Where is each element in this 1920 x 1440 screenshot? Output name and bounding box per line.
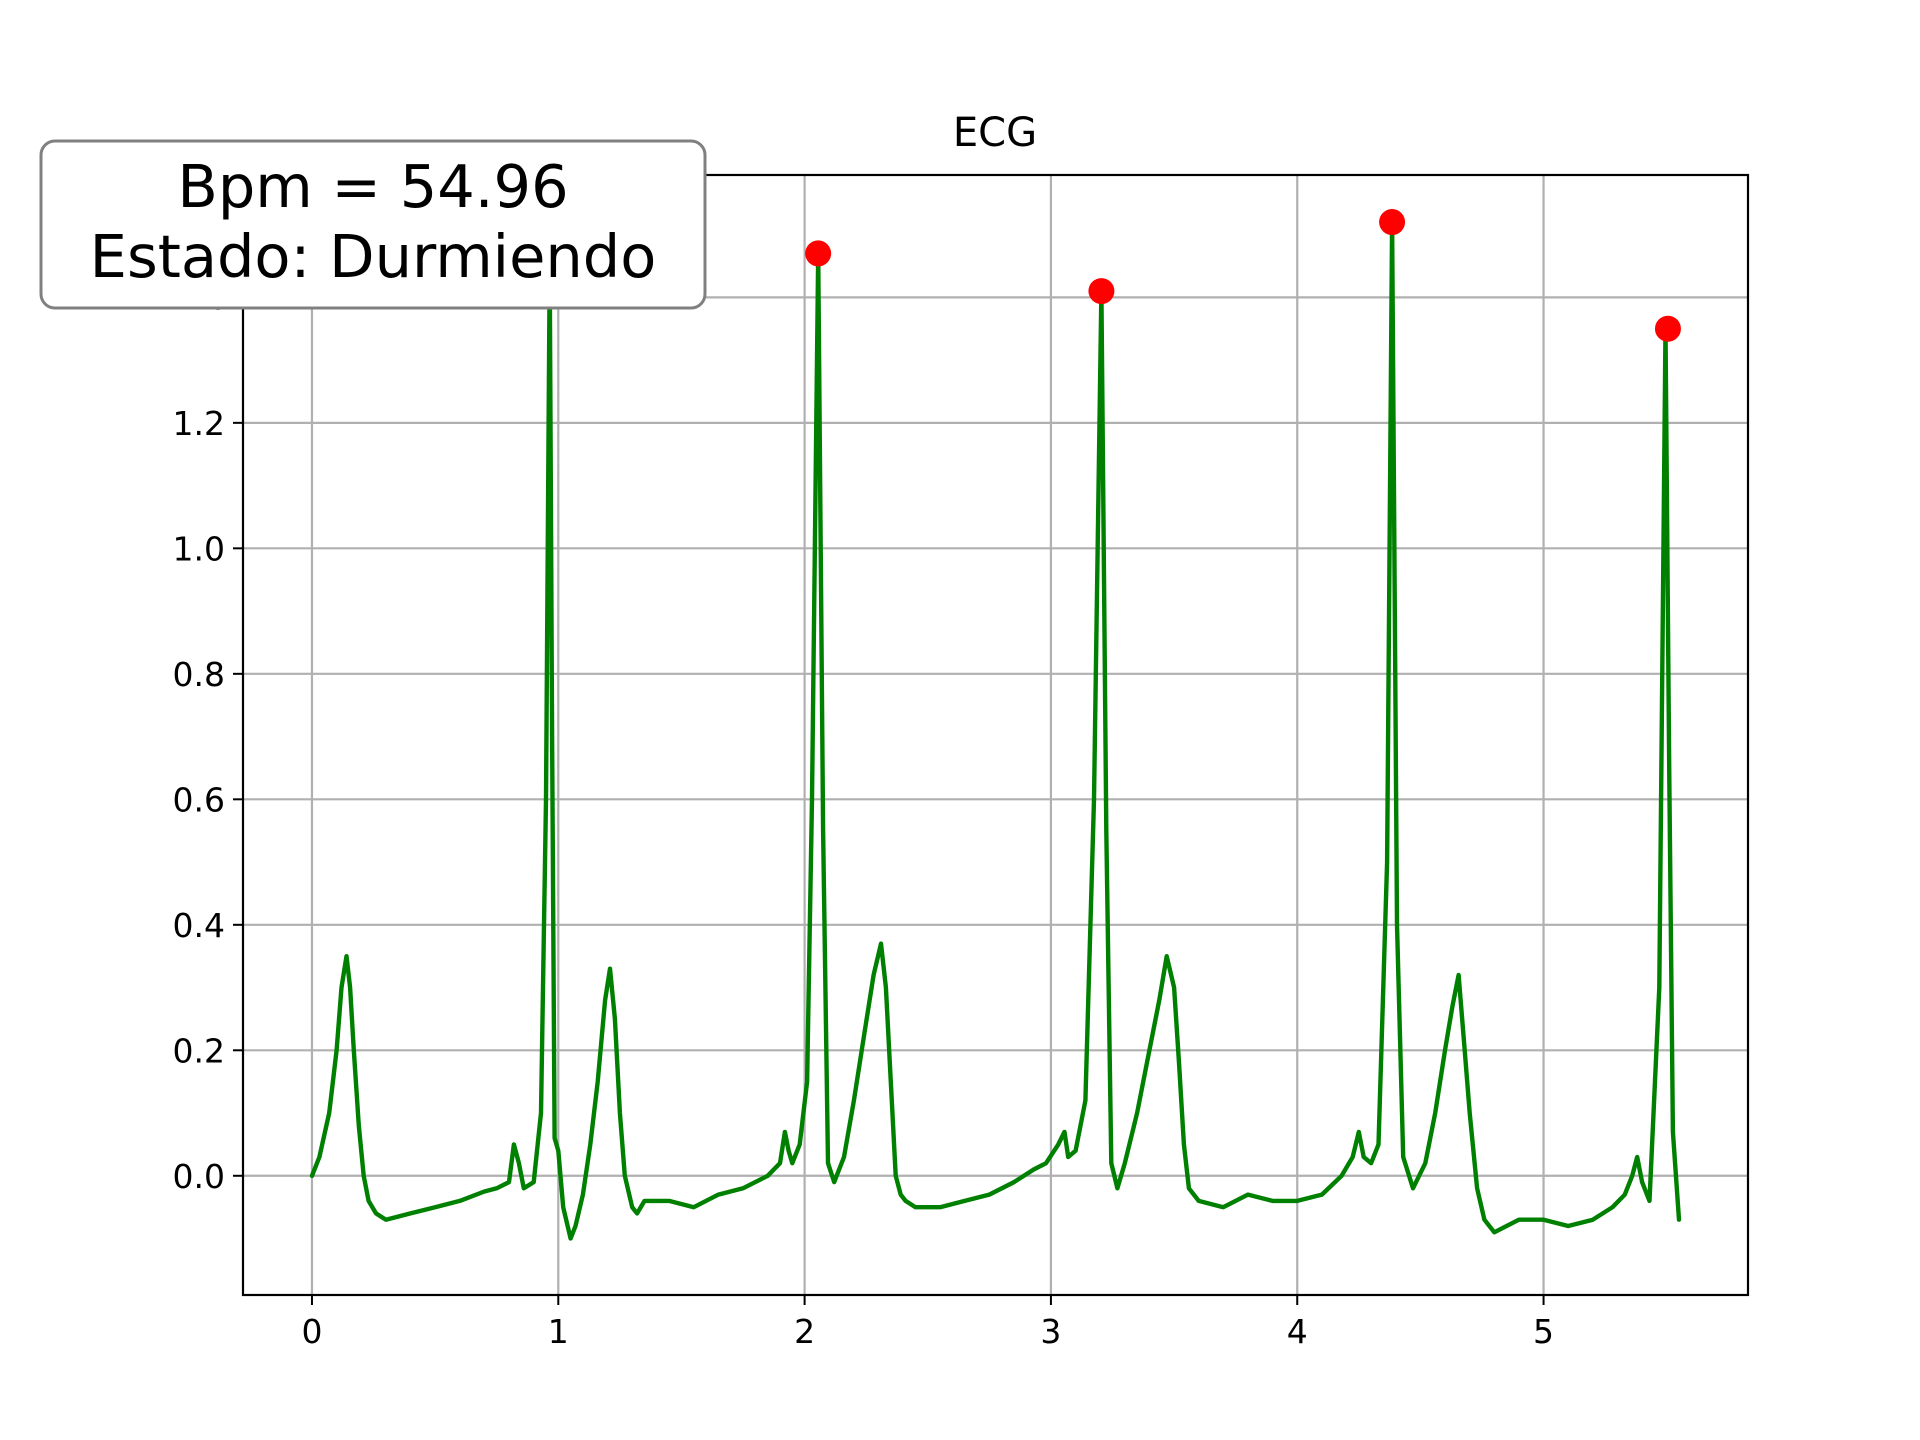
bpm-label: Bpm = 54.96 [177,152,568,221]
status-label: Estado: Durmiendo [90,222,657,291]
x-tick-label: 0 [301,1312,322,1351]
peak-marker [1654,315,1681,342]
x-tick-label: 5 [1533,1312,1554,1351]
x-tick-label: 1 [548,1312,569,1351]
x-tick-label: 3 [1040,1312,1061,1351]
y-tick-label: 1.2 [173,404,225,443]
x-tick-label: 2 [794,1312,815,1351]
annotation-frame [39,139,707,310]
info-annotation-box: Bpm = 54.96 Estado: Durmiendo [39,139,707,310]
peak-marker [1379,209,1406,236]
y-tick-label: 0.6 [173,780,225,819]
peak-marker [805,240,832,267]
y-tick-label: 0.0 [173,1157,225,1196]
plot-series [309,209,1682,1241]
peak-marker [1088,278,1115,305]
x-tick-label: 4 [1287,1312,1308,1351]
y-tick-label: 0.8 [173,655,225,694]
grid-lines [243,175,1748,1295]
y-tick-label: 1.0 [173,529,225,568]
axes-frame [241,173,1750,1297]
x-axis: 0 1 2 3 4 5 [301,1295,1554,1351]
ecg-signal-line [309,219,1682,1241]
chart-title: ECG [953,110,1037,156]
y-tick-label: 0.4 [173,906,225,945]
y-tick-label: 0.2 [173,1031,225,1070]
